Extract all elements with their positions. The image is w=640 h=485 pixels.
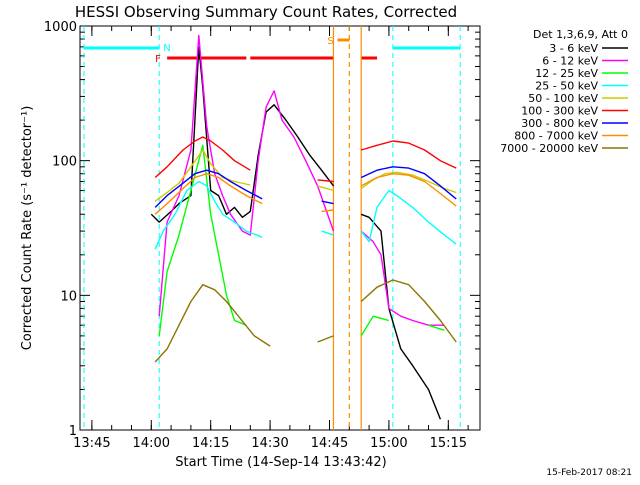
legend-label: 300 - 800 keV xyxy=(521,117,598,130)
y-tick-label: 10 xyxy=(60,289,77,304)
series-line xyxy=(360,172,457,207)
series-line xyxy=(360,189,457,245)
legend-label: 100 - 300 keV xyxy=(521,105,598,118)
x-tick-label: 13:45 xyxy=(73,436,110,451)
series-line xyxy=(360,279,457,343)
x-tick-label: 14:30 xyxy=(251,436,288,451)
series-line xyxy=(360,315,390,337)
series-line xyxy=(360,230,445,326)
x-tick-label: 15:15 xyxy=(430,436,467,451)
date-stamp: 15-Feb-2017 08:21 xyxy=(546,468,632,478)
x-axis-label: Start Time (14-Sep-14 13:43:42) xyxy=(175,455,386,470)
series-line xyxy=(154,284,271,363)
series-line xyxy=(154,136,251,179)
x-tick-label: 15:00 xyxy=(370,436,407,451)
legend-label: 6 - 12 keV xyxy=(542,55,598,68)
y-axis-label: Corrected Count Rate (s⁻¹ detector⁻¹) xyxy=(20,106,35,351)
series-line xyxy=(317,179,334,183)
series-line xyxy=(321,209,334,213)
legend-label: 12 - 25 keV xyxy=(535,67,598,80)
series-line xyxy=(317,335,334,343)
night-label: N xyxy=(163,43,170,54)
series-line xyxy=(158,34,335,317)
x-tick-label: 14:00 xyxy=(133,436,170,451)
series-line xyxy=(428,324,445,331)
series-line xyxy=(154,172,263,215)
series-line xyxy=(317,185,334,192)
series-line xyxy=(150,46,335,223)
series-line xyxy=(158,144,247,336)
legend-label: 7000 - 20000 keV xyxy=(500,142,598,155)
saa-label: S xyxy=(327,36,333,47)
chart-title: HESSI Observing Summary Count Rates, Cor… xyxy=(75,3,457,21)
series-line xyxy=(154,169,263,208)
series-line xyxy=(360,166,457,200)
legend-label: 50 - 100 keV xyxy=(528,92,598,105)
legend-label: 800 - 7000 keV xyxy=(514,130,598,143)
y-tick-label: 1 xyxy=(69,424,77,439)
flare-label: F xyxy=(155,54,161,65)
series-line xyxy=(321,200,334,205)
legend-header: Det 1,3,6,9, Att 0 xyxy=(533,28,628,41)
series-line xyxy=(321,230,334,236)
x-tick-label: 14:15 xyxy=(192,436,229,451)
series-line xyxy=(154,180,263,250)
series-line xyxy=(360,213,442,420)
y-tick-label: 1000 xyxy=(44,20,77,35)
series-line xyxy=(154,149,251,202)
series-line xyxy=(361,140,457,169)
plot-area: 1 10 100 1000 13:45 14:00 14:15 14:30 14:45 15:00… xyxy=(44,20,481,451)
x-tick-label: 14:45 xyxy=(311,436,348,451)
legend-label: 25 - 50 keV xyxy=(535,80,598,93)
y-tick-label: 100 xyxy=(52,155,77,170)
plot-frame xyxy=(79,25,481,431)
legend-label: 3 - 6 keV xyxy=(549,42,598,55)
